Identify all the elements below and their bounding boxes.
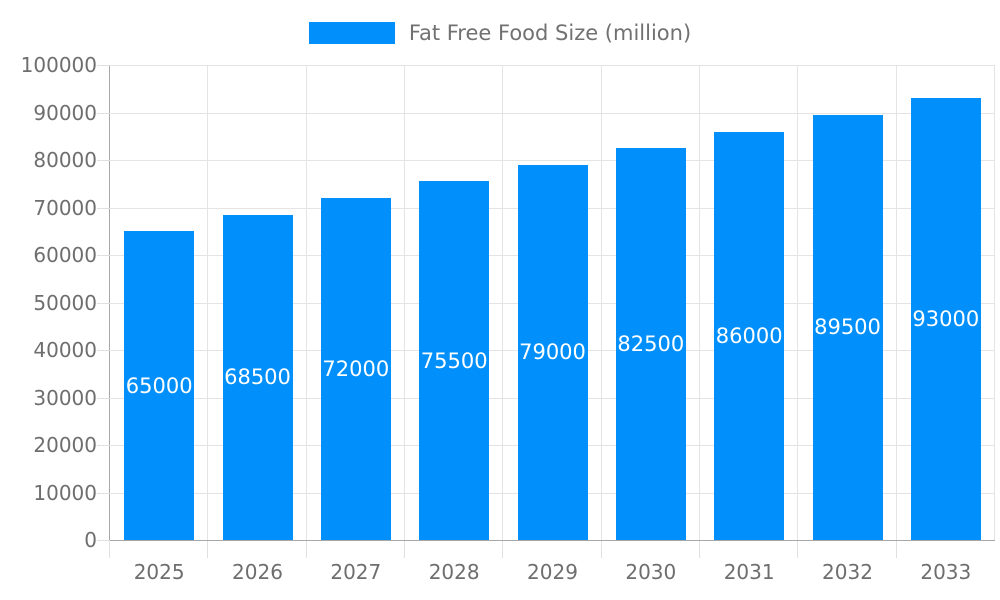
v-gridline	[404, 65, 405, 540]
y-axis-tick-label: 70000	[33, 195, 97, 220]
bar-2027[interactable]	[320, 198, 391, 540]
x-axis-tick	[797, 541, 799, 558]
y-axis-tick-label: 0	[84, 528, 97, 552]
v-gridline	[305, 65, 307, 540]
y-axis-tick	[97, 160, 110, 161]
v-gridline	[895, 65, 897, 540]
bar-value-label: 82500	[617, 332, 685, 357]
y-axis-tick	[97, 540, 110, 541]
bar-2030[interactable]	[615, 148, 686, 540]
y-axis-tick	[97, 207, 110, 209]
x-axis-line	[109, 540, 995, 541]
y-axis-tick-label: 90000	[33, 100, 97, 125]
bar-value-label: 89500	[814, 315, 881, 340]
bar-2033[interactable]	[910, 98, 981, 540]
bar-2029[interactable]	[517, 164, 588, 540]
x-axis-tick	[895, 541, 897, 558]
h-gridline	[110, 65, 995, 66]
x-axis-tick	[699, 541, 700, 558]
v-gridline	[600, 65, 602, 540]
x-axis-tick-label: 2027	[330, 560, 382, 584]
bar-value-label: 68500	[224, 365, 291, 390]
x-axis-tick-label: 2032	[822, 560, 873, 584]
y-axis-tick-label: 30000	[33, 385, 97, 410]
bar-2028[interactable]	[419, 181, 490, 540]
x-axis-tick-label: 2028	[428, 560, 480, 584]
x-axis-tick	[305, 541, 307, 558]
x-axis-tick	[600, 541, 602, 558]
legend-label: Fat Free Food Size (million)	[408, 21, 692, 45]
v-gridline	[994, 65, 995, 540]
h-gridline	[110, 160, 995, 161]
h-gridline	[110, 112, 995, 114]
y-axis-tick	[97, 302, 110, 304]
v-gridline	[699, 65, 700, 540]
bar-value-label: 86000	[715, 323, 783, 348]
x-axis-tick-label: 2031	[723, 560, 775, 584]
y-axis-tick	[97, 397, 110, 399]
y-axis-tick-label: 60000	[33, 243, 97, 267]
bar-value-label: 93000	[912, 307, 980, 332]
v-gridline	[207, 65, 209, 540]
bar-value-label: 75500	[420, 348, 488, 373]
y-axis-tick-label: 10000	[33, 480, 97, 505]
bar-2026[interactable]	[222, 214, 293, 540]
bar-2032[interactable]	[812, 114, 883, 540]
bar-value-label: 65000	[125, 373, 193, 398]
y-axis-tick-label: 100000	[20, 53, 97, 77]
bar-value-label: 72000	[322, 357, 390, 381]
y-axis-tick	[97, 445, 110, 446]
y-axis-tick-label: 50000	[33, 290, 97, 315]
y-axis-tick-label: 20000	[33, 433, 97, 457]
x-axis-tick	[502, 541, 504, 558]
v-gridline	[797, 65, 799, 540]
y-axis-tick	[97, 112, 110, 114]
y-axis-tick	[97, 65, 110, 66]
y-axis-tick-label: 40000	[33, 338, 97, 362]
y-axis-tick	[97, 492, 110, 494]
x-axis-tick	[109, 541, 110, 558]
bar-2031[interactable]	[714, 131, 785, 540]
x-axis-tick-label: 2033	[920, 560, 972, 584]
x-axis-tick-label: 2030	[625, 560, 677, 584]
x-axis-tick-label: 2025	[133, 560, 185, 584]
v-gridline	[502, 65, 504, 540]
legend[interactable]: Fat Free Food Size (million)	[0, 20, 1000, 46]
y-axis-tick	[97, 255, 110, 256]
x-axis-tick	[207, 541, 209, 558]
plot-area: 65000 68500 72000 75500 79000 82500 86000 89500…	[97, 65, 995, 558]
legend-swatch	[308, 22, 395, 44]
y-axis-tick-label: 80000	[33, 148, 97, 172]
x-axis-tick-label: 2026	[232, 560, 283, 584]
x-axis-tick	[404, 541, 405, 558]
bar-2025[interactable]	[124, 231, 195, 540]
x-axis-tick-label: 2029	[527, 560, 578, 584]
bar-value-label: 79000	[519, 340, 586, 365]
y-axis-tick	[97, 350, 110, 351]
